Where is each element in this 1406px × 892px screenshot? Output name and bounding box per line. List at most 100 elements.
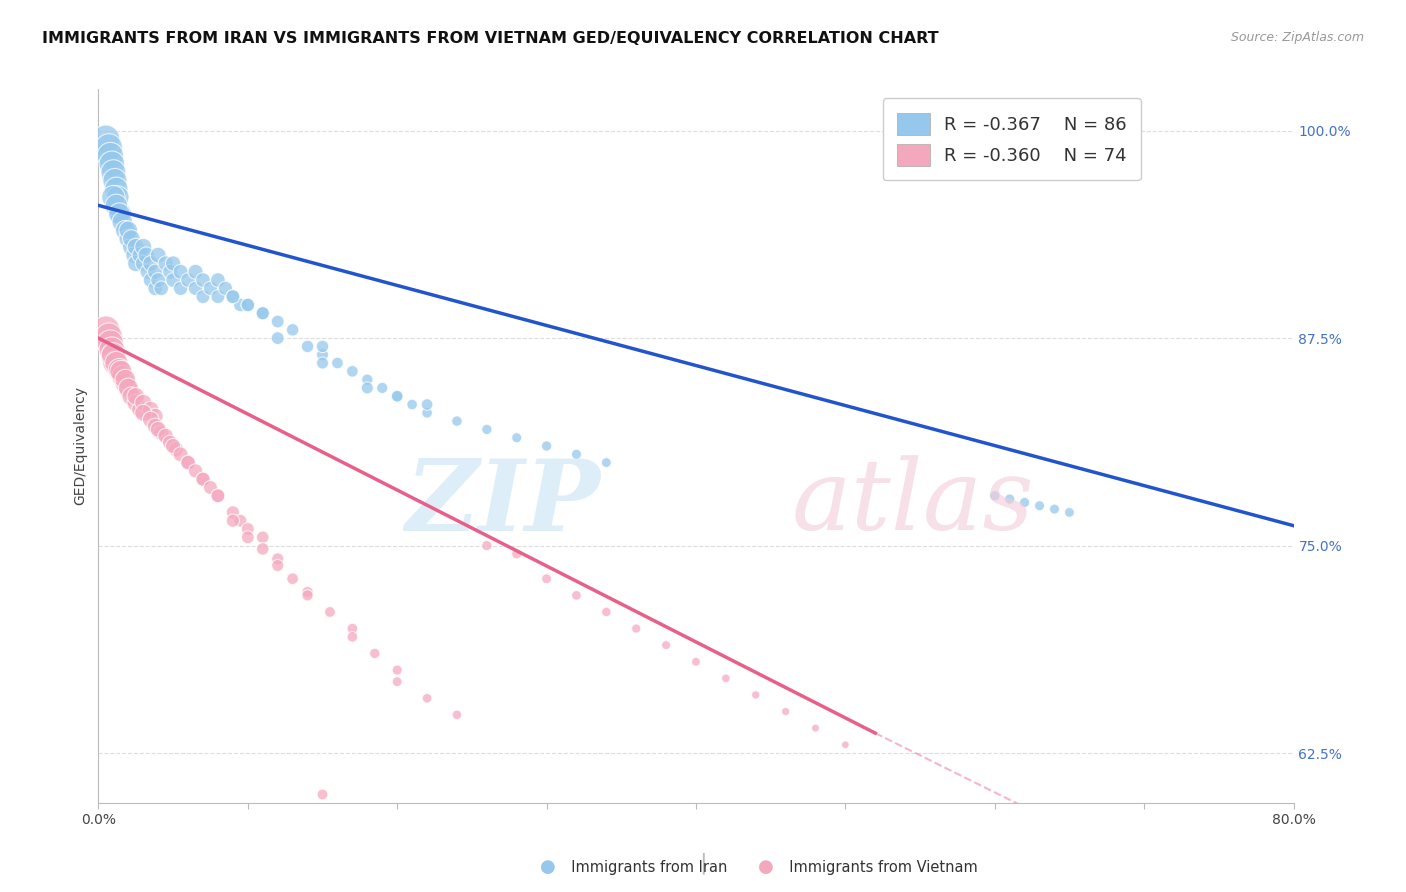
- Legend: R = -0.367    N = 86, R = -0.360    N = 74: R = -0.367 N = 86, R = -0.360 N = 74: [883, 98, 1142, 180]
- Point: [267, 331, 290, 345]
- Point: [94, 132, 117, 146]
- Point: [319, 605, 342, 619]
- Point: [143, 265, 166, 279]
- Point: [98, 148, 122, 162]
- Point: [117, 231, 139, 245]
- Point: [191, 290, 214, 304]
- Point: [565, 588, 588, 602]
- Text: Immigrants from Iran: Immigrants from Iran: [562, 860, 728, 874]
- Point: [311, 348, 333, 362]
- Point: [125, 389, 148, 403]
- Point: [148, 422, 170, 436]
- Point: [191, 472, 214, 486]
- Point: [125, 240, 148, 254]
- Point: [297, 339, 319, 353]
- Point: [385, 389, 409, 403]
- Point: [97, 329, 120, 343]
- Point: [236, 298, 259, 312]
- Point: [200, 281, 222, 295]
- Point: [626, 622, 648, 636]
- Point: [475, 422, 498, 436]
- Point: [655, 638, 678, 652]
- Point: [267, 558, 290, 573]
- Point: [207, 489, 229, 503]
- Point: [446, 707, 468, 722]
- Point: [114, 223, 136, 237]
- Point: [103, 348, 125, 362]
- Point: [475, 539, 498, 553]
- Point: [356, 373, 378, 387]
- Point: [385, 389, 409, 403]
- Point: [207, 273, 229, 287]
- Point: [155, 429, 177, 443]
- Point: [132, 256, 155, 270]
- Point: [120, 231, 142, 245]
- Point: [685, 655, 707, 669]
- Point: [143, 281, 166, 295]
- Point: [98, 336, 122, 351]
- Point: [150, 425, 173, 440]
- Point: [311, 339, 333, 353]
- Point: [104, 173, 127, 187]
- Point: [222, 505, 245, 519]
- Point: [120, 389, 142, 403]
- Point: [416, 691, 439, 706]
- Point: [101, 157, 124, 171]
- Point: [349, 807, 371, 822]
- Point: [135, 248, 157, 262]
- Point: [101, 343, 124, 357]
- Point: [139, 273, 162, 287]
- Point: [252, 306, 274, 320]
- Point: [200, 481, 222, 495]
- Point: [105, 182, 128, 196]
- Point: [229, 298, 252, 312]
- Point: [159, 265, 181, 279]
- Point: [148, 273, 170, 287]
- Point: [184, 464, 207, 478]
- Point: [416, 397, 439, 411]
- Point: [139, 256, 162, 270]
- Point: [110, 364, 132, 378]
- Point: [165, 442, 187, 457]
- Point: [252, 530, 274, 544]
- Point: [129, 402, 152, 417]
- Point: [252, 306, 274, 320]
- Point: [565, 447, 588, 461]
- Point: [229, 514, 252, 528]
- Point: [191, 472, 214, 486]
- Point: [297, 588, 319, 602]
- Point: [342, 630, 364, 644]
- Point: [177, 273, 200, 287]
- Point: [132, 240, 155, 254]
- Point: [94, 323, 117, 337]
- Point: [281, 323, 304, 337]
- Point: [536, 439, 558, 453]
- Point: [222, 290, 245, 304]
- Point: [150, 281, 173, 295]
- Text: Immigrants from Vietnam: Immigrants from Vietnam: [780, 860, 979, 874]
- Point: [114, 373, 136, 387]
- Point: [446, 414, 468, 428]
- Point: [267, 314, 290, 328]
- Point: [536, 572, 558, 586]
- Point: [745, 688, 768, 702]
- Point: [143, 419, 166, 434]
- Point: [222, 290, 245, 304]
- Point: [364, 647, 387, 661]
- Point: [148, 248, 170, 262]
- Point: [159, 435, 181, 450]
- Point: [97, 140, 120, 154]
- Point: [117, 383, 139, 397]
- Point: [143, 409, 166, 424]
- Point: [342, 622, 364, 636]
- Point: [139, 402, 162, 417]
- Point: [162, 273, 184, 287]
- Point: [114, 376, 136, 390]
- Point: [595, 456, 617, 470]
- Point: [207, 290, 229, 304]
- Point: [169, 265, 191, 279]
- Point: [595, 605, 617, 619]
- Point: [1028, 499, 1050, 513]
- Point: [125, 396, 148, 410]
- Point: [236, 522, 259, 536]
